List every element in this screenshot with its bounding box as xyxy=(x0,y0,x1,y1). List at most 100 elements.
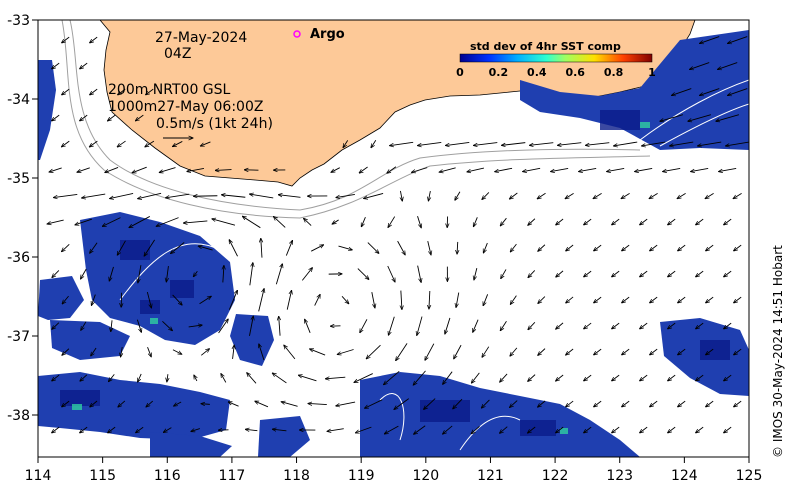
current-vector-arrow xyxy=(366,344,381,359)
argo-label: Argo xyxy=(310,27,345,42)
current-vector-arrow xyxy=(640,270,648,277)
current-vector-arrow xyxy=(314,294,320,306)
current-vector-arrow xyxy=(117,240,126,255)
current-vector-arrow xyxy=(298,375,317,382)
colorbar xyxy=(459,53,653,63)
current-vector-arrow xyxy=(284,345,296,360)
current-vector-arrow xyxy=(310,245,323,252)
current-vector-arrow xyxy=(718,62,738,70)
current-vector-arrow xyxy=(183,220,208,223)
current-vector-arrow xyxy=(223,266,224,283)
current-vector-arrow xyxy=(136,426,144,433)
current-vector-arrow xyxy=(670,141,694,146)
current-vector-arrow xyxy=(327,428,344,432)
current-vector-arrow xyxy=(724,426,732,433)
current-vector-arrow xyxy=(144,239,155,256)
current-vector-arrow xyxy=(199,296,212,305)
current-vector-arrow xyxy=(538,400,546,407)
current-vector-arrow xyxy=(336,194,355,197)
current-vector-arrow xyxy=(108,114,116,121)
latitude-tick-label: -38 xyxy=(7,408,30,424)
current-vector-arrow xyxy=(719,167,737,171)
longitude-tick-label: 120 xyxy=(412,468,439,484)
current-vector-arrow xyxy=(136,319,141,333)
current-vector-arrow xyxy=(734,296,742,303)
current-vector-arrow xyxy=(62,243,70,251)
longitude-tick-label: 118 xyxy=(283,468,310,484)
current-vector-arrow xyxy=(361,217,366,227)
colorbar-tick-label: 0.4 xyxy=(527,66,547,79)
current-vector-arrow xyxy=(308,403,327,404)
longitude-tick-label: 114 xyxy=(25,468,52,484)
current-vector-arrow xyxy=(510,347,518,356)
current-vector-arrow xyxy=(80,114,88,121)
current-vector-arrow xyxy=(172,141,183,146)
current-vector-arrow xyxy=(355,426,372,433)
current-vector-arrow xyxy=(733,192,742,198)
current-vector-arrow xyxy=(108,374,115,381)
current-vector-arrow xyxy=(454,344,462,359)
current-vector-arrow xyxy=(538,296,546,304)
current-vector-arrow xyxy=(90,88,98,95)
current-vector-arrow xyxy=(706,296,714,303)
current-vector-arrow xyxy=(556,374,564,381)
current-vector-arrow xyxy=(146,88,154,95)
latitude-tick-label: -35 xyxy=(7,171,30,187)
colorbar-tick-label: 1 xyxy=(648,66,656,79)
current-vector-arrow xyxy=(249,263,253,286)
current-vector-arrow xyxy=(90,36,98,43)
current-vector-arrow xyxy=(146,291,151,308)
current-vector-arrow xyxy=(108,426,116,433)
current-vector-arrow xyxy=(138,373,142,382)
current-vector-arrow xyxy=(501,142,526,146)
current-vector-arrow xyxy=(622,296,630,303)
current-vector-arrow xyxy=(337,349,354,355)
current-vector-arrow xyxy=(146,400,154,407)
current-vector-arrow xyxy=(471,372,480,383)
current-vector-arrow xyxy=(614,141,638,146)
latitude-tick-label: -33 xyxy=(7,13,30,29)
current-vector-arrow xyxy=(105,167,119,172)
current-vector-arrow xyxy=(622,244,630,251)
current-vector-arrow xyxy=(111,320,112,331)
current-vector-arrow xyxy=(81,268,87,279)
current-vector-arrow xyxy=(191,428,201,432)
current-vector-arrow xyxy=(417,316,423,336)
current-vector-arrow xyxy=(188,325,202,327)
current-vector-arrow xyxy=(691,167,709,171)
longitude-axis: 114 115 116 117 118 119 120 121 122 123 124 125 xyxy=(25,457,762,484)
current-vector-arrow xyxy=(499,426,508,434)
current-vectors xyxy=(47,36,749,435)
current-vector-arrow xyxy=(510,243,517,252)
current-vector-arrow xyxy=(445,142,470,145)
current-vector-arrow xyxy=(62,36,70,43)
current-vector-arrow xyxy=(510,400,518,408)
current-vector-arrow xyxy=(359,166,368,173)
current-vector-arrow xyxy=(678,348,686,355)
current-vector-arrow xyxy=(483,294,489,305)
longitude-tick-label: 119 xyxy=(348,468,375,484)
current-vector-arrow xyxy=(325,377,346,379)
current-vector-arrow xyxy=(132,166,147,173)
current-vector-arrow xyxy=(135,114,144,121)
current-vector-arrow xyxy=(286,290,291,310)
current-vector-arrow xyxy=(47,219,64,224)
current-vector-arrow xyxy=(341,296,349,303)
sst-data-west xyxy=(38,60,310,457)
current-vector-arrow xyxy=(724,270,732,277)
current-vector-arrow xyxy=(696,322,704,329)
current-vector-arrow xyxy=(90,400,98,407)
current-vector-arrow xyxy=(121,347,123,357)
current-vector-arrow xyxy=(612,270,620,277)
current-vector-arrow xyxy=(193,271,198,276)
current-vector-arrow xyxy=(650,296,658,303)
latitude-tick-label: -37 xyxy=(7,329,30,345)
current-vector-arrow xyxy=(305,319,311,333)
current-vector-arrow xyxy=(427,241,431,255)
current-vector-arrow xyxy=(228,402,239,407)
current-vector-arrow xyxy=(102,217,121,227)
current-vector-arrow xyxy=(387,166,397,173)
current-vector-arrow xyxy=(174,401,182,406)
current-vector-arrow xyxy=(338,245,353,250)
longitude-tick-label: 122 xyxy=(542,468,569,484)
